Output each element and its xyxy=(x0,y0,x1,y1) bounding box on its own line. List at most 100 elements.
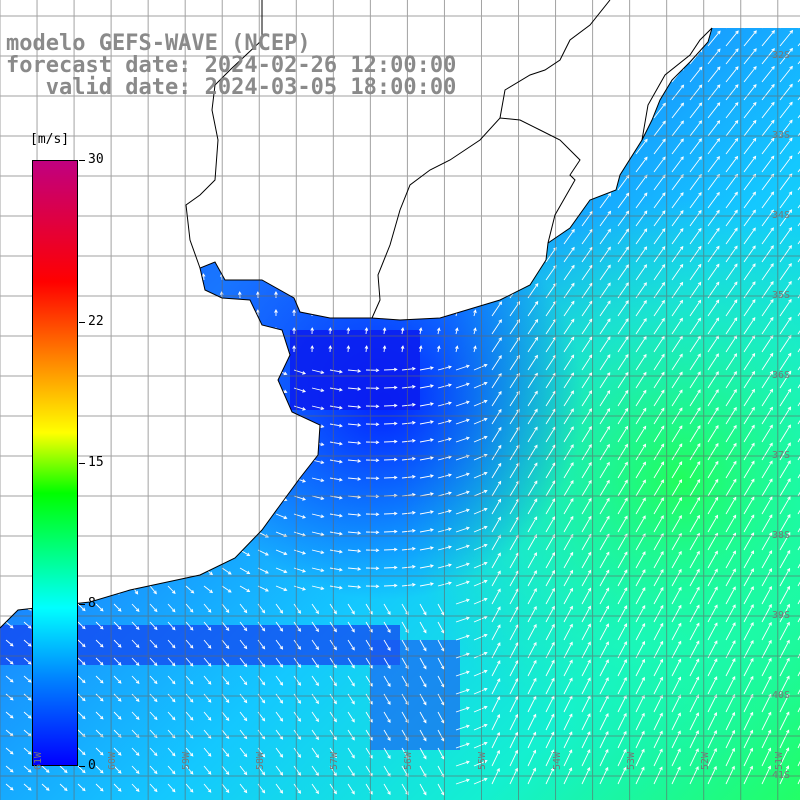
wind-arrow-head xyxy=(436,183,441,188)
wind-arrow xyxy=(671,677,681,695)
wind-arrow-head xyxy=(605,659,609,664)
wind-arrow xyxy=(365,345,368,353)
wind-arrow xyxy=(347,531,361,534)
wind-arrow-head xyxy=(455,345,459,350)
wind-arrow xyxy=(545,570,555,587)
wind-arrow-head xyxy=(441,629,445,634)
wind-arrow xyxy=(599,49,612,65)
wind-arrow xyxy=(365,291,368,299)
wind-arrow-head xyxy=(786,711,790,716)
wind-arrow-head xyxy=(23,465,27,470)
wind-arrow xyxy=(762,0,775,10)
wind-arrow xyxy=(779,84,793,101)
wind-arrow xyxy=(743,550,754,569)
wind-arrow-head xyxy=(715,299,720,304)
wind-arrow-head xyxy=(623,676,627,681)
wind-arrow xyxy=(599,372,611,389)
wind-arrow xyxy=(239,711,248,721)
wind-arrow-head xyxy=(483,741,488,746)
wind-arrow xyxy=(527,50,540,65)
wind-arrow xyxy=(599,749,609,767)
wind-arrow xyxy=(473,292,476,299)
wind-arrow-head xyxy=(662,192,666,197)
wind-arrow-head xyxy=(387,611,391,616)
wind-arrow xyxy=(581,265,593,281)
wind-arrow-head xyxy=(499,193,503,198)
wind-arrow xyxy=(365,147,368,155)
wind-arrow xyxy=(293,747,301,758)
wind-arrow xyxy=(23,657,32,665)
wind-arrow xyxy=(617,498,628,515)
wind-arrow xyxy=(401,566,415,569)
wind-arrow xyxy=(707,515,718,533)
wind-arrow xyxy=(761,586,772,605)
wind-arrow xyxy=(599,264,611,281)
wind-arrow xyxy=(671,730,681,749)
wind-arrow xyxy=(77,549,82,559)
wind-arrow-head xyxy=(4,393,9,397)
wind-arrow xyxy=(725,461,737,479)
wind-arrow-head xyxy=(40,22,43,25)
wind-arrow xyxy=(275,693,283,704)
wind-arrow xyxy=(167,585,176,594)
wind-arrow xyxy=(94,166,97,173)
wind-arrow-head xyxy=(588,372,593,377)
wind-arrow-head xyxy=(589,318,593,323)
wind-arrow-head xyxy=(497,660,501,664)
wind-arrow-head xyxy=(333,628,337,633)
wind-arrow xyxy=(761,766,771,785)
wind-arrow xyxy=(401,112,404,119)
wind-arrow xyxy=(366,4,367,10)
wind-arrow-head xyxy=(375,548,380,553)
wind-arrow-head xyxy=(497,552,501,557)
wind-arrow-head xyxy=(786,621,790,626)
wind-arrow-head xyxy=(134,500,139,505)
wind-arrow-head xyxy=(333,718,337,723)
wind-arrow xyxy=(131,495,138,505)
wind-arrow xyxy=(617,85,630,101)
wind-arrow xyxy=(635,228,648,245)
wind-arrow-head xyxy=(81,643,86,648)
wind-arrow xyxy=(419,403,434,407)
wind-arrow xyxy=(653,121,666,137)
wind-arrow-head xyxy=(678,497,682,501)
wind-arrow-head xyxy=(375,530,380,535)
wind-arrow xyxy=(347,675,355,687)
wind-arrow xyxy=(743,568,754,587)
wind-arrow xyxy=(95,765,104,774)
wind-arrow-head xyxy=(279,771,284,776)
wind-arrow xyxy=(419,112,422,119)
wind-arrow xyxy=(491,32,504,47)
wind-arrow xyxy=(185,639,194,649)
wind-arrow-head xyxy=(387,629,391,634)
wind-arrow xyxy=(671,156,684,173)
wind-arrow xyxy=(671,174,684,191)
wind-arrow-head xyxy=(393,511,398,516)
wind-arrow xyxy=(581,713,591,731)
wind-arrow-head xyxy=(165,165,170,170)
wind-arrow-head xyxy=(455,39,459,44)
wind-arrow-head xyxy=(201,237,206,241)
latitude-label: 34S xyxy=(772,210,791,221)
wind-arrow-head xyxy=(696,496,701,501)
wind-arrow xyxy=(383,423,397,425)
wind-arrow-head xyxy=(551,713,555,718)
wind-arrow-head xyxy=(552,480,556,485)
wind-arrow xyxy=(671,389,683,407)
wind-arrow-head xyxy=(207,663,212,667)
wind-arrow-head xyxy=(465,634,470,639)
wind-arrow-head xyxy=(3,22,6,25)
wind-arrow xyxy=(221,639,230,649)
wind-arrow xyxy=(725,28,739,29)
wind-arrow xyxy=(275,549,287,555)
wind-arrow-head xyxy=(568,749,573,754)
wind-arrow-head xyxy=(93,219,97,224)
wind-arrow-head xyxy=(769,352,774,357)
wind-arrow xyxy=(473,706,488,713)
wind-arrow xyxy=(491,732,500,749)
wind-arrow-head xyxy=(423,683,427,688)
wind-arrow-head xyxy=(3,147,7,152)
wind-arrow-head xyxy=(572,67,576,72)
wind-arrow xyxy=(473,346,476,353)
wind-arrow-head xyxy=(129,291,134,296)
